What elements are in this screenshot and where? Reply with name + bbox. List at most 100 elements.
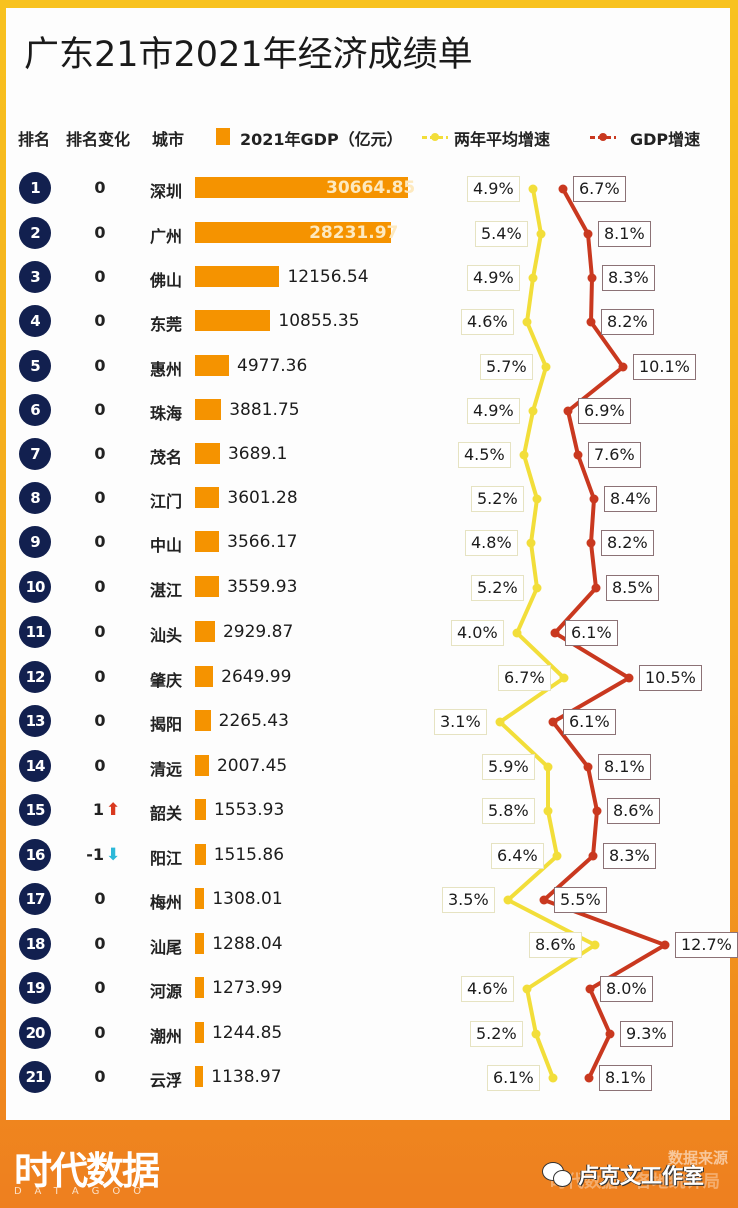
avg-growth-label: 5.7% xyxy=(480,354,533,380)
gdp-value: 3566.17 xyxy=(227,532,298,552)
rank-header: 排名 xyxy=(18,130,51,149)
gdp-bar xyxy=(195,799,206,820)
legend-header: 排名 排名变化 城市 2021年GDP（亿元） 两年平均增速 GDP增速 xyxy=(0,124,738,150)
gdp-growth-label: 6.1% xyxy=(565,620,618,646)
rank-change: 0 xyxy=(94,1023,106,1042)
gdp-growth-label: 8.3% xyxy=(603,843,656,869)
gdp-growth-label: 8.2% xyxy=(601,530,654,556)
rank-badge: 18 xyxy=(19,928,51,960)
gdp-value: 3689.1 xyxy=(227,444,288,464)
gdp-growth-label: 6.1% xyxy=(563,709,616,735)
gdp-growth-label: 8.4% xyxy=(604,486,657,512)
rank-badge: 10 xyxy=(19,571,51,603)
rank-change: 0 xyxy=(94,667,106,686)
avg-growth-label: 5.8% xyxy=(482,798,535,824)
rank-badge: 1 xyxy=(19,172,51,204)
rank-change: 0 xyxy=(94,978,106,997)
gdp-value: 2649.99 xyxy=(221,667,292,687)
city-name: 深圳 xyxy=(150,182,183,201)
rank-badge: 5 xyxy=(19,350,51,382)
rank-change: 0 xyxy=(94,267,106,286)
city-name: 广州 xyxy=(150,227,183,246)
brand-logo: 时代数据 xyxy=(14,1149,160,1193)
city-name: 惠州 xyxy=(150,360,183,379)
gdp-value: 30664.85 xyxy=(326,178,416,198)
avg-growth-label: 4.6% xyxy=(461,976,514,1002)
gdp-growth-label: 8.0% xyxy=(600,976,653,1002)
table-row: 1 0 深圳 30664.85 xyxy=(0,169,738,209)
rank-change: 0 xyxy=(94,311,106,330)
footer: 时代数据 DATAGOO 数据来源 时代数据・各地统计局 卢克文工作室 xyxy=(0,1122,738,1208)
avg-growth-label: 6.7% xyxy=(498,665,551,691)
avg-growth-legend-dot-icon xyxy=(431,133,439,141)
gdp-bar xyxy=(195,621,215,642)
rank-change: 0 xyxy=(94,711,106,730)
table-row: 11 0 汕头 2929.87 xyxy=(0,613,738,653)
wechat-icon xyxy=(542,1162,572,1188)
table-row: 9 0 中山 3566.17 xyxy=(0,523,738,563)
table-row: 17 0 梅州 1308.01 xyxy=(0,880,738,920)
city-name: 韶关 xyxy=(150,804,183,823)
gdp-bar xyxy=(195,443,220,464)
table-row: 10 0 湛江 3559.93 xyxy=(0,568,738,608)
rank-change-header: 排名变化 xyxy=(66,130,131,149)
rank-change: 0 xyxy=(94,488,106,507)
city-name: 肇庆 xyxy=(150,671,183,690)
gdp-bar xyxy=(195,666,214,687)
rank-badge: 8 xyxy=(19,482,51,514)
table-row: 21 0 云浮 1138.97 xyxy=(0,1058,738,1098)
gdp-growth-label: 8.6% xyxy=(607,798,660,824)
gdp-bar xyxy=(195,844,206,865)
city-name: 江门 xyxy=(150,492,183,511)
table-row: 7 0 茂名 3689.1 xyxy=(0,435,738,475)
gdp-growth-label: 6.7% xyxy=(573,176,626,202)
rank-badge: 7 xyxy=(19,438,51,470)
rank-change: 0 xyxy=(94,356,106,375)
table-row: 8 0 江门 3601.28 xyxy=(0,479,738,519)
gdp-growth-label: 8.1% xyxy=(598,754,651,780)
gdp-bar xyxy=(195,1066,204,1087)
arrow-down-icon: ⬇ xyxy=(106,845,121,865)
avg-growth-label: 6.1% xyxy=(487,1065,540,1091)
rank-badge: 16 xyxy=(19,839,51,871)
gdp-bar xyxy=(195,531,220,552)
rank-badge: 2 xyxy=(19,217,51,249)
gdp-growth-legend-label: GDP增速 xyxy=(630,130,701,149)
source-label: 数据来源 xyxy=(667,1149,728,1167)
rank-change: 0 xyxy=(94,756,106,775)
gdp-value: 1273.99 xyxy=(212,978,283,998)
city-name: 清远 xyxy=(150,760,183,779)
city-name: 揭阳 xyxy=(150,715,183,734)
city-name: 汕头 xyxy=(150,626,183,645)
avg-growth-label: 4.8% xyxy=(465,530,518,556)
gdp-bar xyxy=(195,755,209,776)
table-row: 4 0 东莞 10855.35 xyxy=(0,302,738,342)
avg-growth-label: 4.9% xyxy=(467,176,520,202)
table-row: 12 0 肇庆 2649.99 xyxy=(0,658,738,698)
city-name: 湛江 xyxy=(150,581,183,600)
table-row: 19 0 河源 1273.99 xyxy=(0,969,738,1009)
avg-growth-label: 3.1% xyxy=(434,709,487,735)
table-row: 18 0 汕尾 1288.04 xyxy=(0,925,738,965)
city-name: 阳江 xyxy=(150,849,183,868)
gdp-growth-label: 8.3% xyxy=(602,265,655,291)
rank-change: 0 xyxy=(94,178,106,197)
gdp-bar xyxy=(195,177,408,198)
rank-badge: 12 xyxy=(19,661,51,693)
rank-badge: 3 xyxy=(19,261,51,293)
gdp-value: 1138.97 xyxy=(211,1067,282,1087)
avg-growth-label: 5.4% xyxy=(475,221,528,247)
gdp-value: 1288.04 xyxy=(212,934,283,954)
gdp-growth-label: 9.3% xyxy=(620,1021,673,1047)
gdp-growth-legend-dot-icon xyxy=(599,133,607,141)
avg-growth-legend-label: 两年平均增速 xyxy=(454,130,551,149)
gdp-bar xyxy=(195,487,220,508)
gdp-legend-swatch-icon xyxy=(216,128,230,145)
avg-growth-label: 8.6% xyxy=(529,932,582,958)
gdp-bar xyxy=(195,888,205,909)
gdp-bar xyxy=(195,399,222,420)
gdp-value: 1553.93 xyxy=(213,800,285,820)
rank-badge: 9 xyxy=(19,526,51,558)
city-name: 佛山 xyxy=(150,271,183,290)
gdp-growth-label: 5.5% xyxy=(554,887,607,913)
